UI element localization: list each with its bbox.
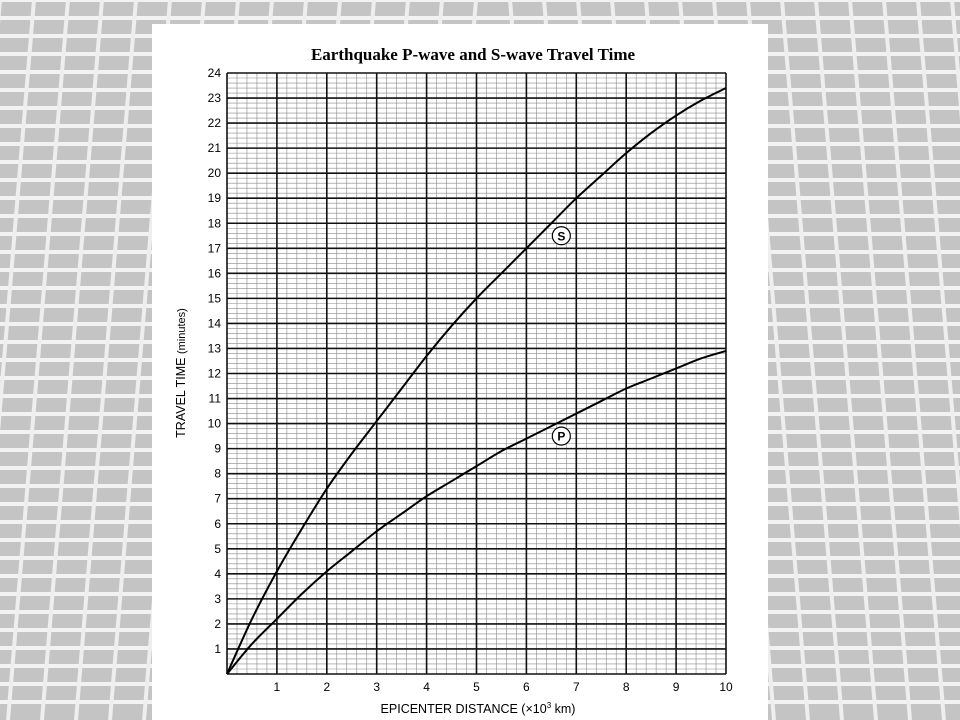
x-tick-label: 5 — [473, 680, 480, 694]
y-tick-label: 16 — [208, 266, 222, 280]
travel-time-chart: Earthquake P-wave and S-wave Travel Time… — [152, 24, 768, 720]
y-tick-label: 4 — [214, 567, 221, 581]
y-tick-label: 5 — [214, 542, 221, 556]
y-tick-label: 12 — [208, 367, 222, 381]
y-tick-label: 20 — [208, 166, 222, 180]
y-tick-label: 1 — [214, 642, 221, 656]
y-tick-label: 11 — [209, 392, 222, 406]
series-marker-label: S — [557, 229, 565, 243]
y-tick-label: 21 — [208, 141, 222, 155]
y-tick-label: 24 — [208, 66, 222, 80]
x-axis-label: EPICENTER DISTANCE (×103 km) — [381, 701, 576, 716]
y-tick-label: 2 — [214, 617, 221, 631]
y-tick-label: 17 — [208, 241, 222, 255]
series-marker-s: S — [552, 227, 570, 245]
x-tick-label: 1 — [274, 680, 281, 694]
y-axis-label: TRAVEL TIME (minutes) — [174, 308, 188, 438]
x-tick-label: 8 — [623, 680, 630, 694]
x-tick-label: 6 — [523, 680, 530, 694]
y-tick-label: 13 — [208, 341, 222, 355]
x-tick-label: 9 — [673, 680, 680, 694]
chart-grid — [227, 73, 726, 674]
x-axis-ticks: 1 2 3 4 5 6 7 8 9 10 — [274, 680, 733, 694]
x-tick-label: 2 — [323, 680, 330, 694]
y-tick-label: 8 — [214, 467, 221, 481]
chart-title: Earthquake P-wave and S-wave Travel Time — [311, 45, 636, 64]
y-tick-label: 10 — [208, 417, 222, 431]
x-tick-label: 10 — [719, 680, 733, 694]
x-tick-label: 4 — [423, 680, 430, 694]
chart-panel: Earthquake P-wave and S-wave Travel Time… — [152, 24, 768, 720]
y-axis-unit: (minutes) — [176, 308, 188, 354]
y-tick-label: 7 — [214, 492, 221, 506]
y-tick-label: 19 — [208, 191, 222, 205]
y-tick-label: 9 — [214, 442, 221, 456]
y-tick-label: 15 — [208, 291, 222, 305]
y-tick-label: 23 — [208, 91, 222, 105]
y-tick-label: 14 — [208, 316, 222, 330]
y-tick-label: 6 — [214, 517, 221, 531]
series-marker-label: P — [557, 430, 565, 444]
y-tick-label: 18 — [208, 216, 222, 230]
series-marker-p: P — [552, 427, 570, 445]
series-markers: SP — [552, 227, 570, 445]
x-tick-label: 3 — [373, 680, 380, 694]
y-tick-label: 3 — [214, 592, 221, 606]
y-tick-label: 22 — [208, 116, 222, 130]
x-tick-label: 7 — [573, 680, 580, 694]
